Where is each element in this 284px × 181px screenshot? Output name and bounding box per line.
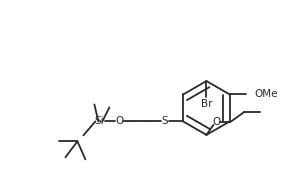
Text: O: O <box>115 116 124 126</box>
Text: OMe: OMe <box>255 89 278 100</box>
Text: Br: Br <box>201 99 212 109</box>
Text: Si: Si <box>95 116 104 126</box>
Text: O: O <box>212 117 221 127</box>
Text: S: S <box>162 116 168 126</box>
